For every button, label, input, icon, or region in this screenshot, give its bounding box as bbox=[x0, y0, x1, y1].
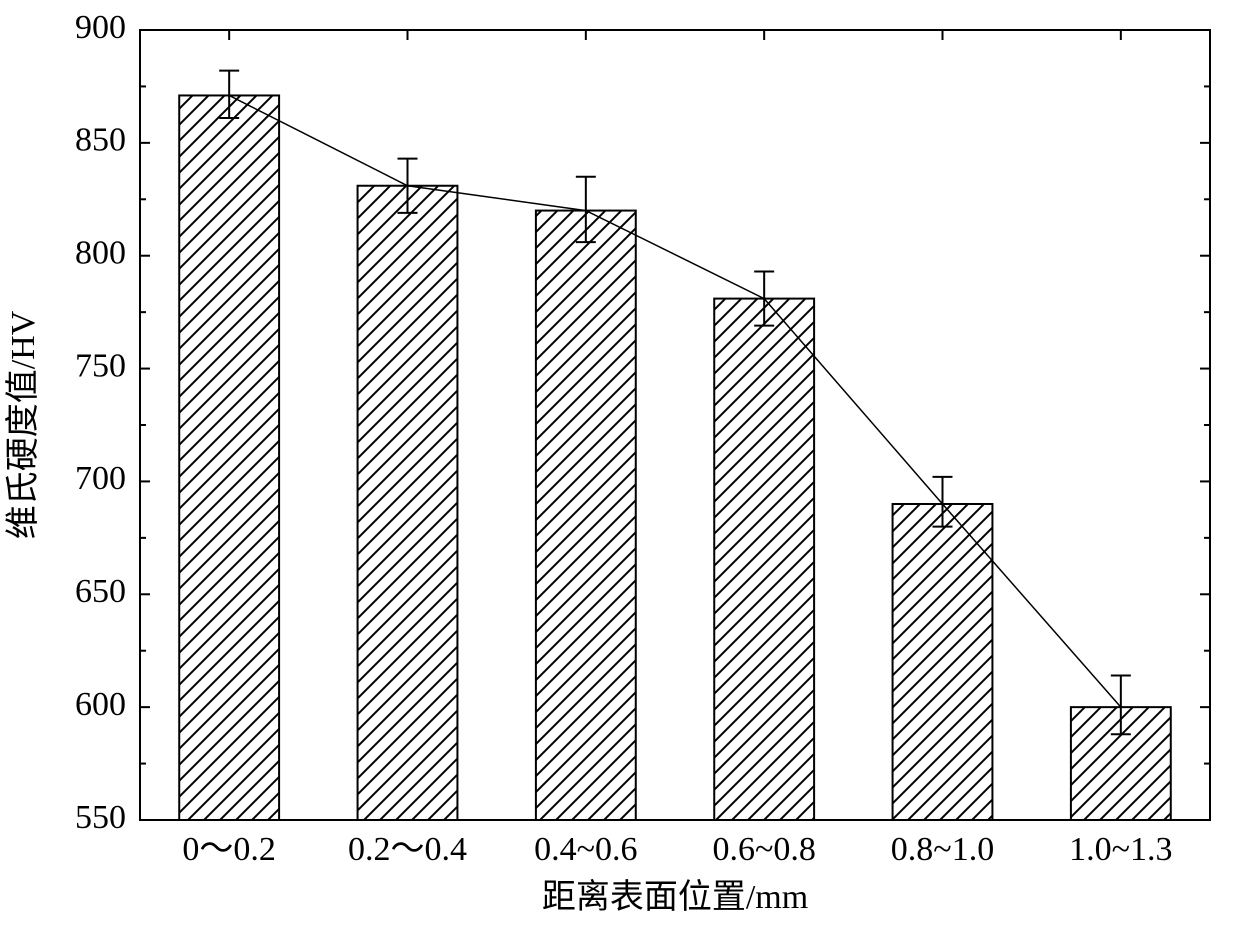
x-tick-label: 0.2～0.4 bbox=[348, 831, 467, 868]
y-tick-label: 700 bbox=[75, 460, 126, 497]
bar bbox=[536, 211, 636, 820]
bar bbox=[179, 95, 279, 820]
hardness-bar-chart: 550 600 650 700 750 800 850 900 0～0.2 0.2～0.4 0.4~… bbox=[0, 0, 1240, 934]
y-tick-label: 750 bbox=[75, 347, 126, 384]
y-axis-label: 维氏硬度值/HV bbox=[4, 310, 42, 539]
x-tick-label: 0～0.2 bbox=[182, 831, 276, 868]
y-tick-label: 650 bbox=[75, 573, 126, 610]
y-tick-label: 600 bbox=[75, 686, 126, 723]
y-tick-label: 900 bbox=[75, 9, 126, 46]
x-tick-label: 0.8~1.0 bbox=[891, 831, 994, 868]
y-tick-label: 800 bbox=[75, 235, 126, 272]
x-tick-label: 1.0~1.3 bbox=[1069, 831, 1172, 868]
x-tick-label: 0.6~0.8 bbox=[712, 831, 815, 868]
x-tick-label: 0.4~0.6 bbox=[534, 831, 637, 868]
bar bbox=[893, 504, 993, 820]
y-tick-label: 850 bbox=[75, 122, 126, 159]
y-tick-label: 550 bbox=[75, 799, 126, 836]
bar bbox=[714, 299, 814, 820]
x-axis-label: 距离表面位置/mm bbox=[542, 878, 808, 916]
bar bbox=[358, 186, 458, 820]
